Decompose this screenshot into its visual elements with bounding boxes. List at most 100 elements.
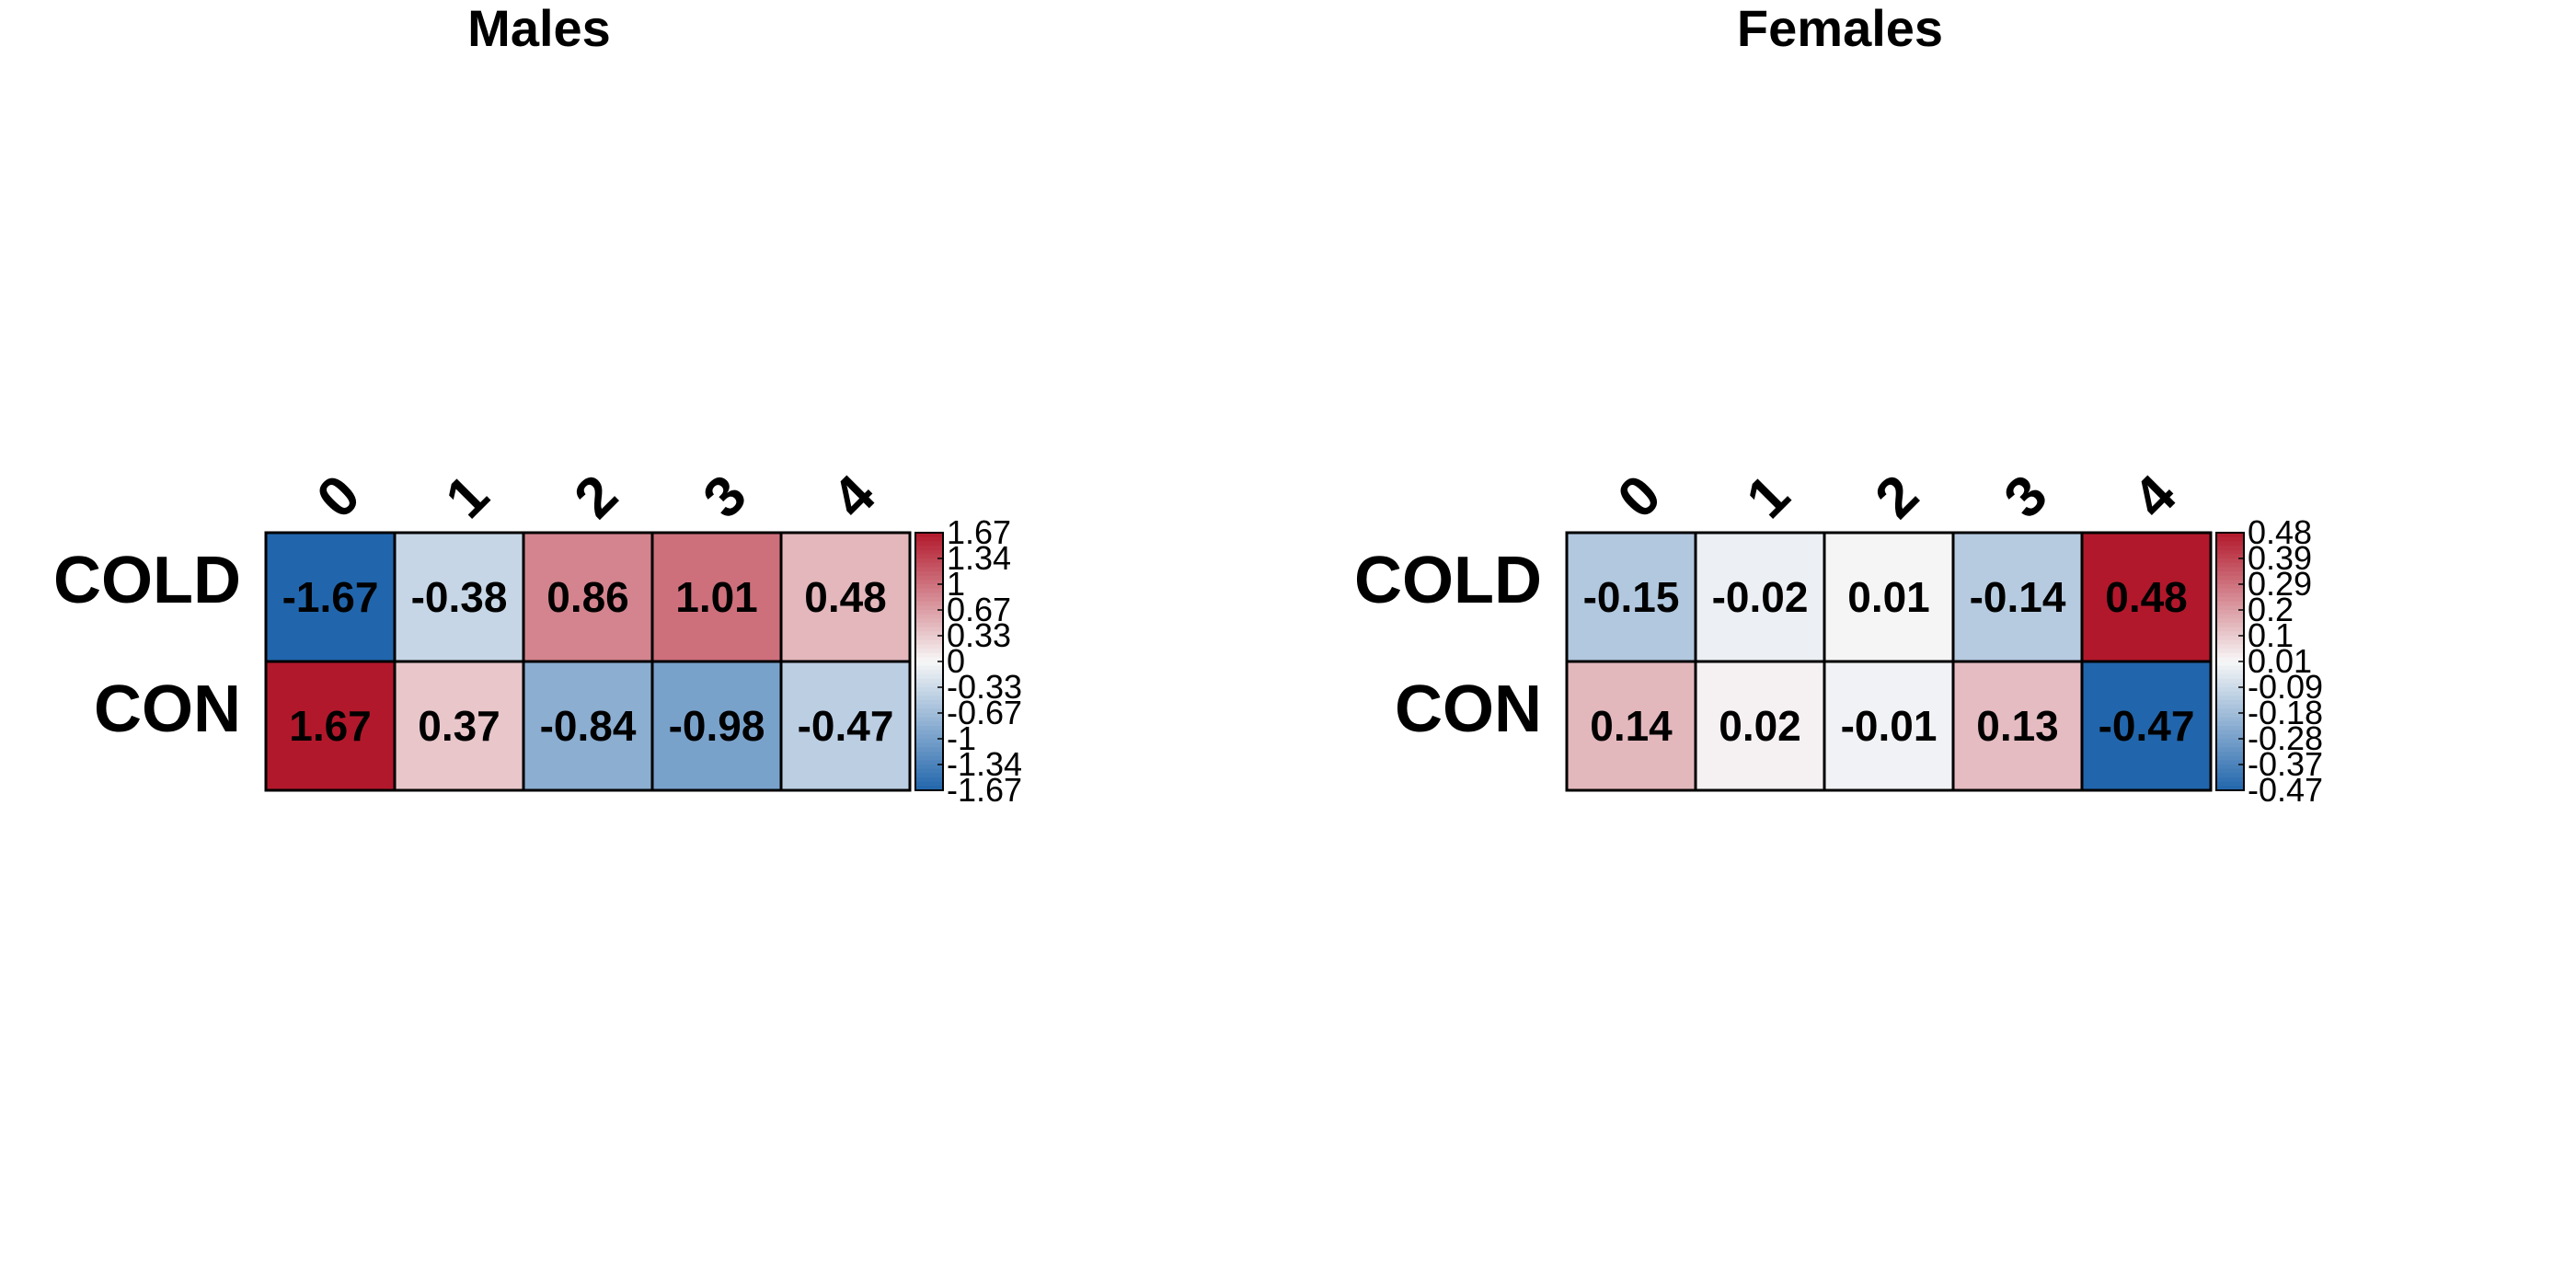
colorbar-segment <box>2216 683 2244 688</box>
colorbar-segment <box>2216 747 2244 753</box>
colorbar-segment <box>915 768 943 774</box>
cell-value-label: 1.01 <box>675 573 758 621</box>
colorbar-segment <box>2216 726 2244 731</box>
heatmap-cell <box>2080 660 2213 792</box>
heatmap-panel-females: Females 0 1 2 3 4 COLD CON -0.15 -0.02 0.01 -0.14 0.… <box>1354 0 2323 809</box>
colorbar-segment <box>2216 665 2244 671</box>
colorbar-segment <box>915 657 943 662</box>
row-label: CON <box>1395 673 1542 746</box>
colorbar-segment <box>915 760 943 765</box>
colorbar-segment <box>915 773 943 778</box>
colorbar-segment <box>915 721 943 727</box>
column-label: 2 <box>1863 463 1930 530</box>
colorbar-segment <box>2216 687 2244 693</box>
colorbar-segment <box>2216 730 2244 735</box>
colorbar-segment <box>2216 742 2244 748</box>
colorbar-segment <box>915 717 943 722</box>
colorbar-segment <box>2216 739 2244 744</box>
colorbar-segment <box>915 618 943 624</box>
heatmap-cell <box>522 531 654 663</box>
colorbar-segment <box>2216 721 2244 727</box>
cell-value-label: -1.67 <box>282 573 379 621</box>
colorbar-segment <box>2216 601 2244 606</box>
colorbar-segment <box>915 605 943 611</box>
colorbar-segment <box>2216 661 2244 667</box>
colorbar-segment <box>915 601 943 606</box>
colorbar-segment <box>915 588 943 593</box>
colorbar-segment <box>2216 678 2244 684</box>
column-label: 4 <box>820 463 888 531</box>
colorbar-segment <box>2216 558 2244 564</box>
colorbar-tick-label: -0.28 <box>2248 719 2323 757</box>
colorbar-segment <box>915 691 943 696</box>
colorbar-segment <box>2216 670 2244 675</box>
panel-title: Males <box>467 0 611 57</box>
colorbar-segment <box>915 567 943 572</box>
colorbar-segment <box>2216 717 2244 722</box>
colorbar-segment <box>915 627 943 632</box>
colorbar-segment <box>915 639 943 645</box>
colorbar-tick-label: -1.67 <box>947 771 1022 809</box>
colorbar-tick-label: -0.47 <box>2248 771 2323 809</box>
heatmap-cell <box>1565 531 1697 663</box>
cell-value-label: 0.86 <box>546 573 629 621</box>
colorbar-tick-label: 0.67 <box>947 591 1011 628</box>
colorbar-tick-label: 1.34 <box>947 539 1011 577</box>
colorbar-segment <box>2216 541 2244 546</box>
colorbar-segment <box>915 726 943 731</box>
colorbar-tick-label: 0.39 <box>2248 539 2312 577</box>
colorbar-segment <box>915 700 943 706</box>
colorbar-segment <box>915 755 943 761</box>
column-label: 2 <box>562 463 629 530</box>
colorbar-segment <box>915 670 943 675</box>
heatmap-cell <box>264 660 397 792</box>
column-label: 3 <box>1992 463 2059 530</box>
colorbar-segment <box>915 652 943 658</box>
cell-value-label: 0.37 <box>418 702 500 750</box>
colorbar-segment <box>915 614 943 619</box>
colorbar-segment <box>2216 760 2244 765</box>
colorbar-segment <box>915 541 943 546</box>
colorbar-segment <box>2216 708 2244 714</box>
heatmap-cell <box>522 660 654 792</box>
colorbar-tick-label: -0.37 <box>2248 745 2323 783</box>
colorbar-tick-label: -0.09 <box>2248 668 2323 706</box>
colorbar-segment <box>2216 752 2244 757</box>
colorbar-tick-label: 0.2 <box>2248 591 2294 628</box>
colorbar-segment <box>2216 554 2244 559</box>
colorbar-segment <box>2216 571 2244 577</box>
colorbar-segment <box>2216 584 2244 590</box>
heatmap-cell <box>1694 531 1826 663</box>
cell-value-label: -0.47 <box>798 702 894 750</box>
cell-value-label: 0.02 <box>1719 702 1801 750</box>
colorbar-segment <box>2216 777 2244 783</box>
heatmap-cell <box>1823 660 1955 792</box>
colorbar-segment <box>2216 567 2244 572</box>
colorbar-segment <box>2216 614 2244 619</box>
colorbar-segment <box>915 734 943 740</box>
colorbar-segment <box>2216 631 2244 637</box>
colorbar-tick-label: -0.18 <box>2248 694 2323 731</box>
colorbar-tick-label: 0.29 <box>2248 565 2312 603</box>
colorbar-segment <box>915 696 943 701</box>
cell-value-label: -0.14 <box>1970 573 2066 621</box>
colorbar-segment <box>2216 580 2244 585</box>
colorbar-segment <box>915 649 943 654</box>
colorbar-segment <box>915 536 943 542</box>
colorbar-segment <box>915 533 943 538</box>
colorbar-segment <box>915 739 943 744</box>
colorbar-segment <box>2216 575 2244 581</box>
colorbar-segment <box>915 708 943 714</box>
colorbar-segment <box>915 765 943 770</box>
colorbar-tick-label: -0.33 <box>947 668 1022 706</box>
colorbar-segment <box>2216 636 2244 641</box>
colorbar-segment <box>915 687 943 693</box>
column-label: 0 <box>305 463 372 530</box>
colorbar-tick-label: 0.01 <box>2248 642 2312 680</box>
colorbar-tick-label: -1.34 <box>947 745 1022 783</box>
colorbar-segment <box>915 597 943 603</box>
colorbar-segment <box>915 549 943 555</box>
colorbar-segment <box>2216 610 2244 615</box>
colorbar-segment <box>2216 696 2244 701</box>
